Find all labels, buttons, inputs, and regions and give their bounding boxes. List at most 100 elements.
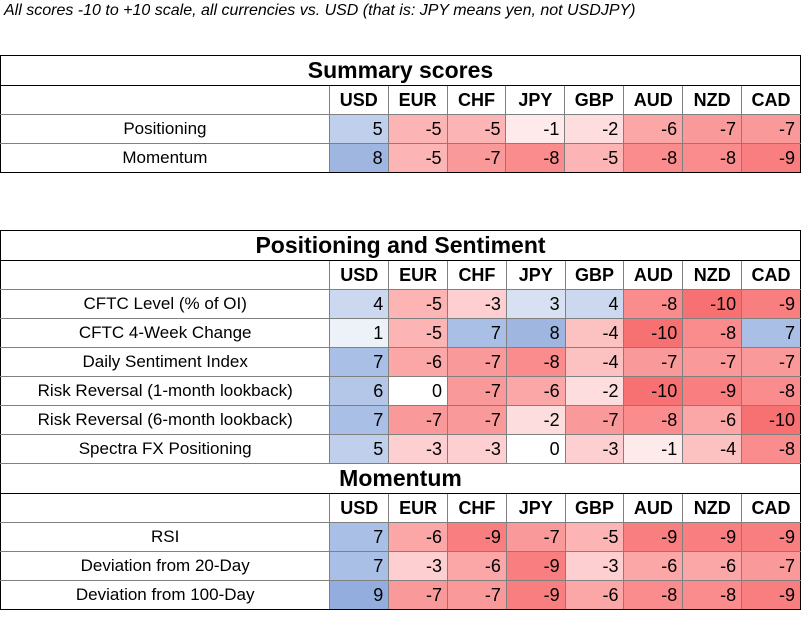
currency-header-row: USD EUR CHF JPY GBP AUD NZD CAD <box>0 260 801 290</box>
row-label: CFTC Level (% of OI) <box>0 289 331 319</box>
score-cell-usd: 7 <box>329 522 390 552</box>
score-cell-eur: -6 <box>388 347 449 377</box>
score-row: Momentum 8 -5 -7 -8 -5 -8 -8 -9 <box>0 143 801 173</box>
score-cell-usd: 7 <box>329 405 390 435</box>
score-cell-cad: -7 <box>741 551 801 581</box>
score-cell-aud: -8 <box>623 143 684 173</box>
score-cell-jpy: -8 <box>505 143 566 173</box>
score-cell-chf: -9 <box>447 522 507 552</box>
currency-header-cad: CAD <box>741 493 801 523</box>
score-cell-gbp: -6 <box>564 580 625 610</box>
score-cell-nzd: -10 <box>682 289 743 319</box>
score-cell-aud: -8 <box>623 289 684 319</box>
score-table-1: Positioning and Sentiment USD EUR CHF JPY GBP… <box>0 230 801 610</box>
currency-header-aud: AUD <box>623 260 684 290</box>
score-cell-eur: -7 <box>388 405 449 435</box>
score-cell-gbp: -4 <box>564 318 625 348</box>
currency-header-row: USD EUR CHF JPY GBP AUD NZD CAD <box>0 493 801 523</box>
header-blank <box>0 85 330 115</box>
score-row: CFTC Level (% of OI) 4 -5 -3 3 4 -8 -10 -9 <box>0 289 801 319</box>
score-cell-gbp: -5 <box>564 522 625 552</box>
score-row: Spectra FX Positioning 5 -3 -3 0 -3 -1 -4 -8 <box>0 434 801 464</box>
score-cell-jpy: 8 <box>505 318 566 348</box>
score-cell-cad: 7 <box>741 318 801 348</box>
score-cell-cad: -8 <box>741 434 801 464</box>
currency-header-nzd: NZD <box>682 260 743 290</box>
score-cell-nzd: -7 <box>682 347 743 377</box>
score-cell-gbp: -2 <box>564 114 625 144</box>
score-cell-chf: -7 <box>447 580 507 610</box>
score-row: Deviation from 100-Day 9 -7 -7 -9 -6 -8 -8 -9 <box>0 580 801 610</box>
currency-header-jpy: JPY <box>505 493 566 523</box>
currency-header-cad: CAD <box>741 260 801 290</box>
score-cell-cad: -9 <box>741 143 801 173</box>
currency-header-chf: CHF <box>447 493 507 523</box>
score-cell-chf: -7 <box>447 376 507 406</box>
currency-header-usd: USD <box>329 493 390 523</box>
score-cell-usd: 7 <box>329 551 390 581</box>
row-label: Positioning <box>0 114 330 144</box>
score-cell-eur: -5 <box>388 318 449 348</box>
score-cell-usd: 6 <box>329 376 390 406</box>
score-cell-nzd: -9 <box>682 522 743 552</box>
score-cell-cad: -7 <box>741 347 801 377</box>
score-cell-jpy: 0 <box>505 434 566 464</box>
score-cell-aud: -7 <box>623 347 684 377</box>
score-row: Daily Sentiment Index 7 -6 -7 -8 -4 -7 -7 -7 <box>0 347 801 377</box>
score-cell-gbp: -2 <box>564 376 625 406</box>
score-cell-jpy: -7 <box>505 522 566 552</box>
currency-header-eur: EUR <box>387 85 448 115</box>
currency-header-gbp: GBP <box>564 260 625 290</box>
section-title: Momentum <box>0 463 801 494</box>
score-cell-chf: -7 <box>447 347 507 377</box>
score-cell-nzd: -8 <box>682 318 743 348</box>
score-cell-gbp: -3 <box>564 551 625 581</box>
currency-header-cad: CAD <box>741 85 801 115</box>
row-label: Daily Sentiment Index <box>0 347 331 377</box>
score-cell-eur: 0 <box>388 376 449 406</box>
score-cell-gbp: -3 <box>564 434 625 464</box>
currency-header-aud: AUD <box>623 85 684 115</box>
currency-header-eur: EUR <box>388 260 449 290</box>
score-cell-usd: 5 <box>329 434 390 464</box>
row-label: Risk Reversal (1-month lookback) <box>0 376 331 406</box>
score-cell-aud: -10 <box>623 318 684 348</box>
score-cell-jpy: 3 <box>505 289 566 319</box>
score-cell-eur: -5 <box>387 114 448 144</box>
score-cell-gbp: -5 <box>564 143 625 173</box>
score-cell-chf: -7 <box>447 405 507 435</box>
score-cell-usd: 8 <box>328 143 389 173</box>
section-title-row: Momentum <box>0 463 801 494</box>
currency-header-usd: USD <box>329 260 390 290</box>
score-row: Deviation from 20-Day 7 -3 -6 -9 -3 -6 -6 -7 <box>0 551 801 581</box>
score-cell-jpy: -9 <box>505 580 566 610</box>
row-label: Spectra FX Positioning <box>0 434 331 464</box>
score-cell-chf: 7 <box>447 318 507 348</box>
score-cell-nzd: -8 <box>682 143 743 173</box>
currency-header-jpy: JPY <box>505 85 566 115</box>
currency-header-usd: USD <box>328 85 389 115</box>
score-cell-jpy: -1 <box>505 114 566 144</box>
score-cell-chf: -3 <box>447 289 507 319</box>
score-cell-jpy: -9 <box>505 551 566 581</box>
currency-header-row: USD EUR CHF JPY GBP AUD NZD CAD <box>0 85 801 115</box>
header-blank <box>0 493 331 523</box>
score-row: RSI 7 -6 -9 -7 -5 -9 -9 -9 <box>0 522 801 552</box>
score-cell-jpy: -6 <box>505 376 566 406</box>
row-label: RSI <box>0 522 331 552</box>
table-title-row: Positioning and Sentiment <box>0 230 801 261</box>
row-label: Deviation from 100-Day <box>0 580 331 610</box>
score-cell-eur: -3 <box>388 551 449 581</box>
score-cell-gbp: 4 <box>564 289 625 319</box>
score-row: Positioning 5 -5 -5 -1 -2 -6 -7 -7 <box>0 114 801 144</box>
score-cell-aud: -8 <box>623 405 684 435</box>
row-label: Momentum <box>0 143 330 173</box>
score-cell-usd: 9 <box>329 580 390 610</box>
score-cell-chf: -7 <box>446 143 507 173</box>
score-cell-cad: -9 <box>741 580 801 610</box>
score-cell-gbp: -4 <box>564 347 625 377</box>
score-cell-cad: -9 <box>741 522 801 552</box>
row-label: CFTC 4-Week Change <box>0 318 331 348</box>
currency-header-nzd: NZD <box>682 85 743 115</box>
score-cell-gbp: -7 <box>564 405 625 435</box>
